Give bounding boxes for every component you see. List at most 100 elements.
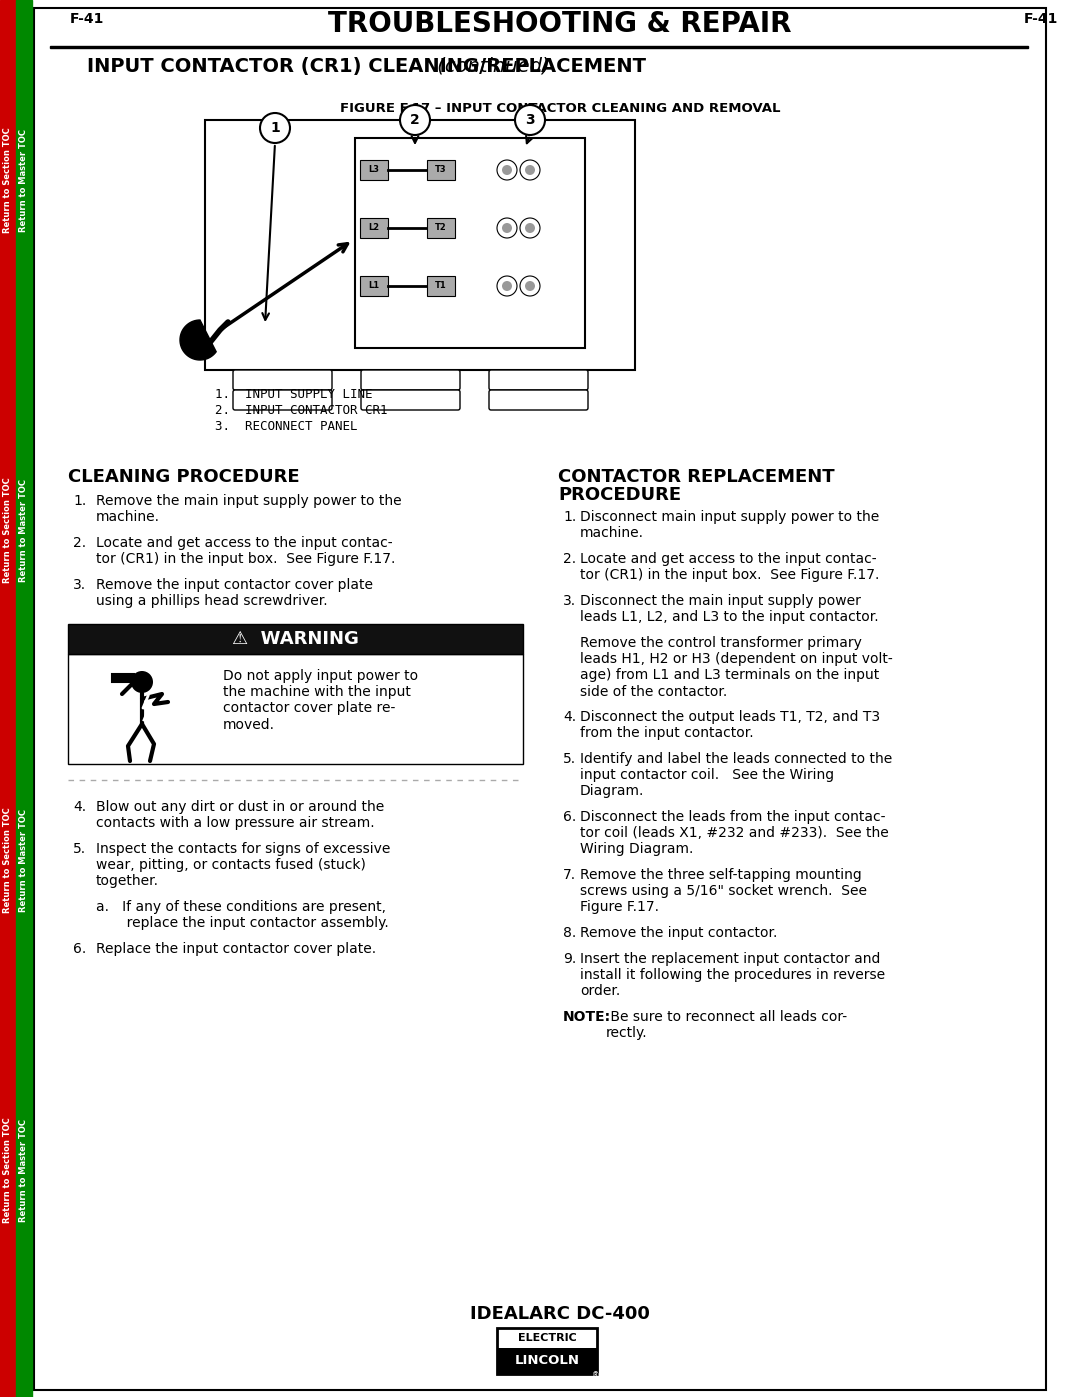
Text: Locate and get access to the input contac-
tor (CR1) in the input box.  See Figu: Locate and get access to the input conta… (96, 536, 395, 566)
Text: ®: ® (592, 1370, 599, 1380)
Circle shape (497, 161, 517, 180)
Text: 4.: 4. (563, 710, 576, 724)
Text: L2: L2 (368, 224, 379, 232)
Circle shape (519, 277, 540, 296)
Bar (497, 1329, 597, 1375)
Text: Remove the three self-tapping mounting
screws using a 5/16" socket wrench.  See
: Remove the three self-tapping mounting s… (580, 868, 867, 915)
Text: CLEANING PROCEDURE: CLEANING PROCEDURE (68, 468, 299, 486)
Bar (112, 673, 134, 682)
Text: Identify and label the leads connected to the
input contactor coil.   See the Wi: Identify and label the leads connected t… (580, 752, 892, 799)
Text: 8.: 8. (563, 926, 577, 940)
Text: L3: L3 (368, 165, 379, 175)
Text: Remove the main input supply power to the
machine.: Remove the main input supply power to th… (96, 495, 402, 524)
Bar (0, 0, 16, 1397)
Bar (427, 218, 455, 237)
Text: Return to Master TOC: Return to Master TOC (19, 479, 28, 581)
Bar (497, 1329, 597, 1348)
Text: 2.  INPUT CONTACTOR CR1: 2. INPUT CONTACTOR CR1 (215, 404, 388, 416)
Text: a.   If any of these conditions are present,
       replace the input contactor : a. If any of these conditions are presen… (96, 900, 389, 930)
Text: 3.: 3. (73, 578, 86, 592)
Polygon shape (180, 320, 216, 360)
Bar (16, 0, 32, 1397)
Text: 5.: 5. (563, 752, 576, 766)
Bar (360, 277, 388, 296)
Text: Disconnect the main input supply power
leads L1, L2, and L3 to the input contact: Disconnect the main input supply power l… (580, 594, 879, 624)
Bar (68, 624, 523, 654)
Bar (68, 654, 523, 764)
Text: 2.: 2. (563, 552, 576, 566)
Circle shape (525, 165, 535, 175)
Text: 1.  INPUT SUPPLY LINE: 1. INPUT SUPPLY LINE (215, 388, 373, 401)
Text: Return to Master TOC: Return to Master TOC (19, 129, 28, 232)
FancyBboxPatch shape (361, 390, 460, 409)
Text: Remove the control transformer primary
leads H1, H2 or H3 (dependent on input vo: Remove the control transformer primary l… (580, 636, 893, 698)
FancyBboxPatch shape (233, 390, 332, 409)
Text: Replace the input contactor cover plate.: Replace the input contactor cover plate. (96, 942, 376, 956)
FancyBboxPatch shape (233, 370, 332, 390)
Bar (50, 46, 1028, 47)
Circle shape (525, 224, 535, 233)
Text: Return to Section TOC: Return to Section TOC (3, 478, 13, 583)
Text: 1.: 1. (73, 495, 86, 509)
Text: FIGURE F.17 – INPUT CONTACTOR CLEANING AND REMOVAL: FIGURE F.17 – INPUT CONTACTOR CLEANING A… (340, 102, 780, 115)
Circle shape (131, 671, 153, 693)
Text: ⚠  WARNING: ⚠ WARNING (232, 630, 359, 648)
Bar (427, 277, 455, 296)
FancyBboxPatch shape (489, 370, 588, 390)
Circle shape (519, 218, 540, 237)
Circle shape (497, 218, 517, 237)
Text: 5.: 5. (73, 842, 86, 856)
Text: Return to Master TOC: Return to Master TOC (19, 1119, 28, 1221)
Circle shape (502, 281, 512, 291)
Text: IDEALARC DC-400: IDEALARC DC-400 (470, 1305, 650, 1323)
Text: Do not apply input power to
the machine with the input
contactor cover plate re-: Do not apply input power to the machine … (222, 669, 418, 732)
Circle shape (502, 224, 512, 233)
Text: Disconnect main input supply power to the
machine.: Disconnect main input supply power to th… (580, 510, 879, 541)
Bar (355, 138, 585, 348)
Text: Blow out any dirt or dust in or around the
contacts with a low pressure air stre: Blow out any dirt or dust in or around t… (96, 800, 384, 830)
Text: ELECTRIC: ELECTRIC (517, 1333, 577, 1343)
Circle shape (260, 113, 291, 142)
Circle shape (525, 281, 535, 291)
Text: 3.  RECONNECT PANEL: 3. RECONNECT PANEL (215, 420, 357, 433)
Bar (360, 161, 388, 180)
Text: 1.: 1. (563, 510, 577, 524)
Circle shape (519, 161, 540, 180)
Text: 1: 1 (270, 122, 280, 136)
Text: T2: T2 (435, 224, 447, 232)
FancyBboxPatch shape (361, 370, 460, 390)
Text: Remove the input contactor cover plate
using a phillips head screwdriver.: Remove the input contactor cover plate u… (96, 578, 373, 608)
Text: F-41: F-41 (1024, 13, 1058, 27)
Text: Return to Master TOC: Return to Master TOC (19, 809, 28, 911)
Text: Disconnect the leads from the input contac-
tor coil (leads X1, #232 and #233). : Disconnect the leads from the input cont… (580, 810, 889, 856)
Text: 3.: 3. (563, 594, 576, 608)
Bar (427, 161, 455, 180)
Text: Disconnect the output leads T1, T2, and T3
from the input contactor.: Disconnect the output leads T1, T2, and … (580, 710, 880, 740)
Text: L1: L1 (368, 282, 379, 291)
Text: Return to Section TOC: Return to Section TOC (3, 127, 13, 233)
Text: Return to Section TOC: Return to Section TOC (3, 807, 13, 912)
Text: LINCOLN: LINCOLN (514, 1355, 580, 1368)
Text: 4.: 4. (73, 800, 86, 814)
Text: Be sure to reconnect all leads cor-
rectly.: Be sure to reconnect all leads cor- rect… (606, 1010, 847, 1041)
Text: NOTE:: NOTE: (563, 1010, 611, 1024)
Text: T1: T1 (435, 282, 447, 291)
Circle shape (497, 277, 517, 296)
Text: Return to Section TOC: Return to Section TOC (3, 1118, 13, 1222)
Circle shape (515, 105, 545, 136)
Text: F-41: F-41 (70, 13, 105, 27)
FancyBboxPatch shape (489, 390, 588, 409)
Text: Locate and get access to the input contac-
tor (CR1) in the input box.  See Figu: Locate and get access to the input conta… (580, 552, 879, 583)
Bar (134, 673, 141, 679)
Circle shape (400, 105, 430, 136)
Text: 6.: 6. (73, 942, 86, 956)
Text: Remove the input contactor.: Remove the input contactor. (580, 926, 778, 940)
Text: Insert the replacement input contactor and
install it following the procedures i: Insert the replacement input contactor a… (580, 951, 886, 999)
Text: 9.: 9. (563, 951, 577, 965)
Text: (continued): (continued) (431, 57, 550, 75)
Text: INPUT CONTACTOR (CR1) CLEANING/REPLACEMENT: INPUT CONTACTOR (CR1) CLEANING/REPLACEME… (87, 57, 646, 75)
Text: T3: T3 (435, 165, 447, 175)
Text: TROUBLESHOOTING & REPAIR: TROUBLESHOOTING & REPAIR (328, 10, 792, 38)
Bar (205, 120, 635, 370)
Text: 2.: 2. (73, 536, 86, 550)
